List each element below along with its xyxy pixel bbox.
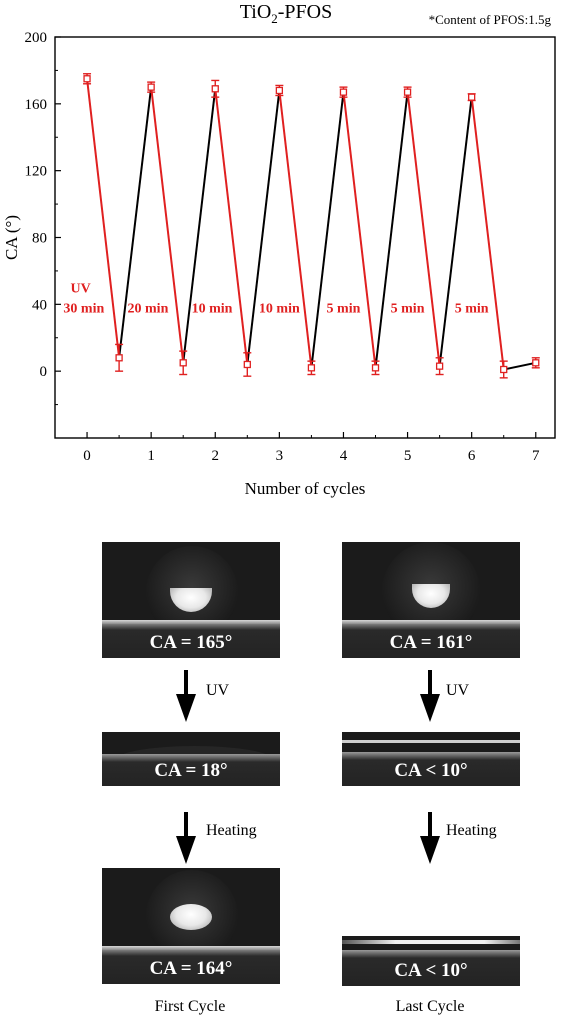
heating-segment (182, 88, 217, 363)
data-point (403, 88, 412, 96)
heating-segment (374, 92, 409, 368)
x-tick-label: 5 (404, 448, 412, 464)
first-cycle-middle-image: CA = 18° (102, 732, 280, 786)
uv-time-annotation: 20 min (128, 302, 169, 317)
y-tick-label: 120 (25, 164, 48, 180)
data-point (179, 359, 187, 367)
uv-segment (406, 92, 441, 367)
heating-segment (246, 90, 281, 365)
x-tick-label: 3 (276, 448, 284, 464)
data-point (371, 364, 380, 372)
last-top-ca-label: CA = 161° (389, 632, 473, 653)
uv-segment (278, 90, 313, 368)
x-tick-label: 6 (468, 448, 476, 464)
uv-time-annotation: 10 min (259, 302, 300, 317)
last-bottom-ca-label: CA < 10° (394, 960, 468, 981)
data-point (243, 360, 251, 369)
uv-time-annotation: 30 min (63, 302, 104, 317)
x-tick-label: 0 (83, 448, 91, 464)
last-middle-ca-label: CA < 10° (394, 760, 468, 781)
uv-segment (214, 88, 249, 365)
first-bottom-ca-label: CA = 164° (149, 958, 233, 979)
contact-angle-chart: TiO2-PFOS *Content of PFOS:1.5g0408012016… (2, 1, 556, 498)
first-middle-ca-label: CA = 18° (154, 760, 228, 781)
data-point (500, 365, 508, 374)
uv-segment (86, 78, 121, 358)
content-note: *Content of PFOS:1.5g (429, 12, 552, 27)
last-cycle-bottom-image: CA < 10° (342, 936, 520, 986)
heating-segment (438, 97, 473, 367)
chart-title: TiO2-PFOS (240, 1, 333, 26)
x-tick-label: 4 (340, 448, 348, 464)
uv-segment (470, 97, 505, 370)
x-tick-label: 7 (532, 448, 540, 464)
last-cycle-caption: Last Cycle (395, 998, 465, 1015)
uv-time-annotation: 10 min (192, 302, 233, 317)
first-top-ca-label: CA = 165° (149, 632, 233, 653)
data-point (275, 86, 284, 95)
first-uv-arrow (176, 670, 196, 722)
data-point (307, 364, 316, 372)
data-point (211, 85, 219, 93)
last-heating-label: Heating (446, 822, 497, 839)
uv-time-annotation: UV (71, 282, 91, 297)
heating-segment (118, 87, 153, 358)
first-uv-label: UV (206, 682, 230, 699)
uv-time-annotation: 5 min (327, 302, 361, 317)
data-point (339, 88, 348, 96)
first-cycle-caption: First Cycle (154, 998, 226, 1015)
y-tick-label: 80 (32, 231, 47, 247)
last-cycle-top-image: CA = 161° (342, 542, 520, 658)
data-point (147, 83, 155, 91)
last-uv-label: UV (446, 682, 470, 699)
first-cycle-bottom-image: CA = 164° (102, 868, 280, 984)
heating-segment (310, 92, 345, 368)
plot-frame (54, 36, 556, 439)
data-point (532, 359, 540, 367)
y-tick-label: 40 (32, 297, 47, 313)
y-tick-label: 0 (40, 364, 48, 380)
uv-segment (342, 92, 377, 368)
data-point (115, 354, 123, 362)
data-point (83, 75, 91, 83)
y-tick-label: 200 (25, 30, 48, 46)
uv-segment (150, 87, 185, 363)
x-axis-label: Number of cycles (245, 479, 366, 498)
first-heating-arrow (176, 812, 196, 864)
x-tick-label: 2 (212, 448, 220, 464)
heating-segment (503, 361, 536, 371)
x-tick-label: 1 (147, 448, 155, 464)
first-cycle-top-image: CA = 165° (102, 542, 280, 658)
last-cycle-middle-image: CA < 10° (342, 732, 520, 786)
y-tick-label: 160 (25, 97, 48, 113)
uv-time-annotation: 5 min (391, 302, 425, 317)
data-point (468, 93, 476, 101)
last-uv-arrow (420, 670, 440, 722)
data-point (435, 362, 444, 370)
first-heating-label: Heating (206, 822, 257, 839)
y-axis-label: CA (°) (2, 215, 21, 260)
uv-time-annotation: 5 min (455, 302, 489, 317)
last-heating-arrow (420, 812, 440, 864)
